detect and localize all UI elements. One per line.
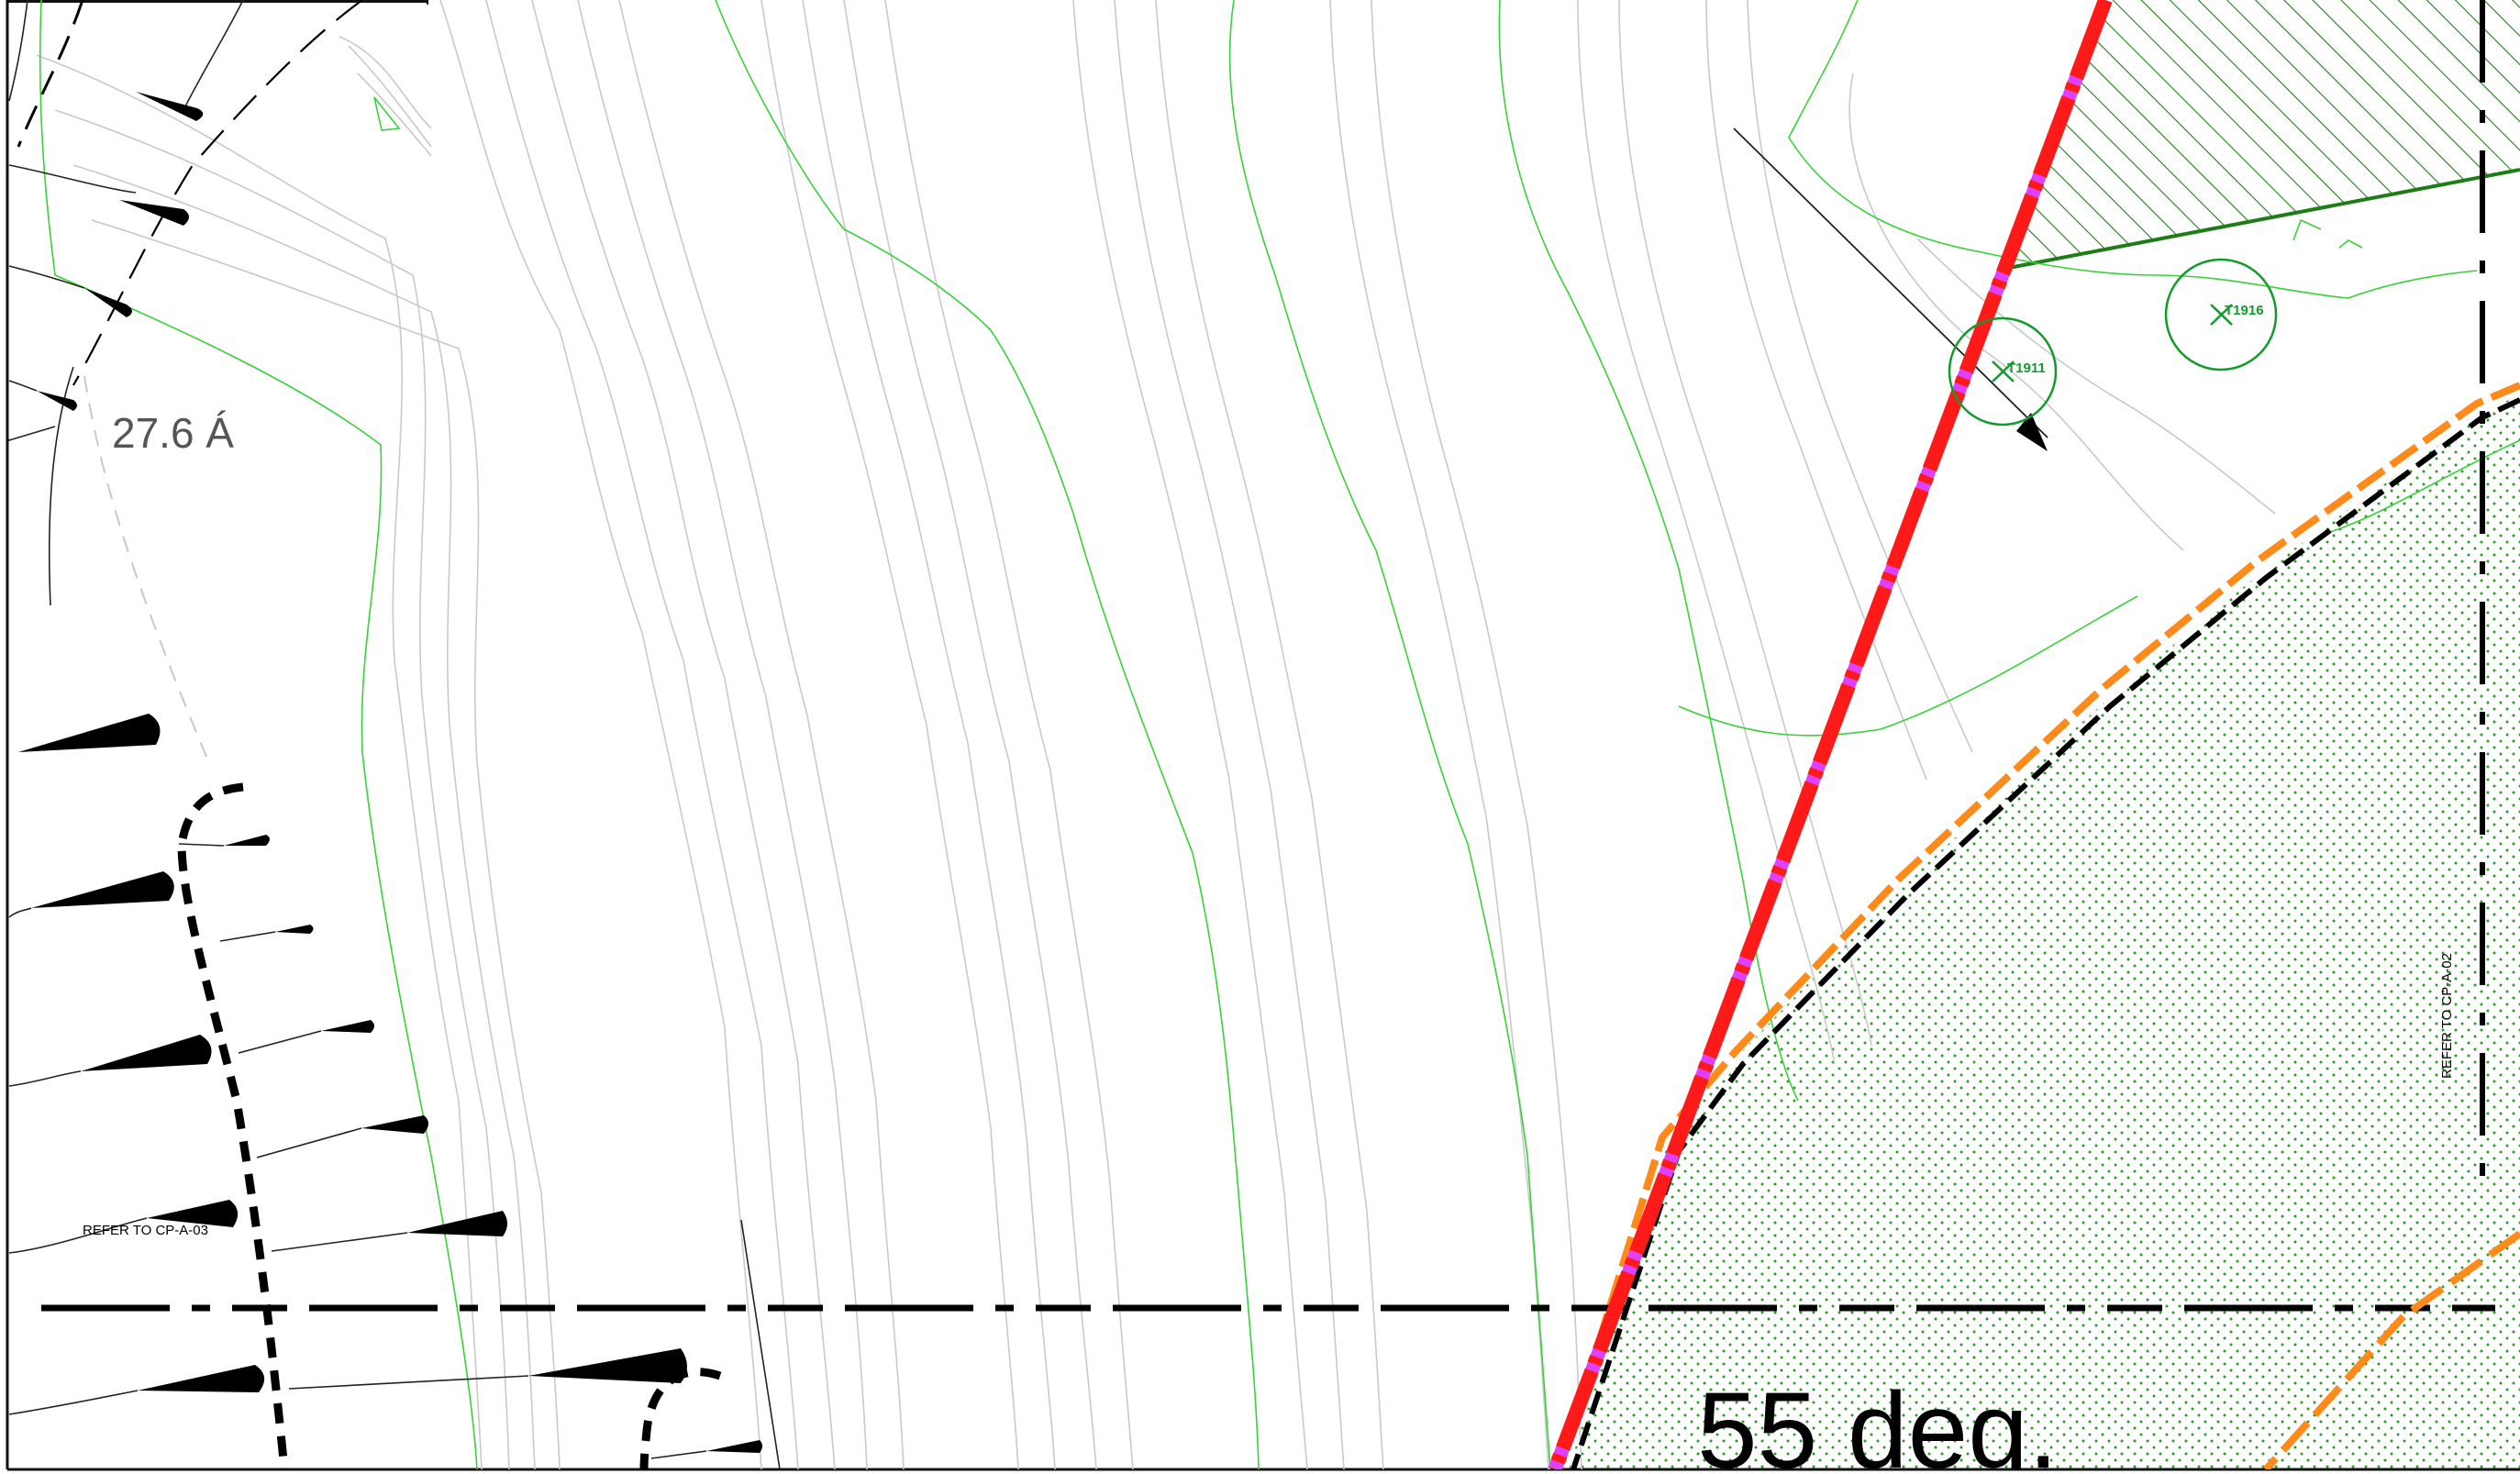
tree-symbol-icon (2164, 258, 2278, 371)
hatched-area[interactable] (2009, 0, 2520, 268)
slope-wedge-icon (275, 925, 314, 934)
slope-wedge-icon (84, 288, 132, 317)
black-dashed-curves (17, 0, 722, 1469)
slope-wedge-icon (528, 1348, 687, 1383)
tree-t1916[interactable]: T1916 (2164, 258, 2278, 371)
slope-wedge-icon (321, 1020, 374, 1033)
landscape-edge-black (1571, 397, 2520, 1469)
slope-wedge-icon (136, 92, 204, 121)
stippled-area[interactable] (1569, 394, 2520, 1469)
linework (7, 0, 2048, 1469)
slope-wedge-icon (407, 1211, 507, 1236)
slope-wedge-icon (361, 1115, 428, 1134)
minor-contours (36, 0, 2276, 1469)
tree-id-label: T1911 (2007, 360, 2046, 376)
north-arrow-icon (2016, 413, 2048, 451)
sheet-ref-label: REFER TO CP-A-03 (83, 1223, 208, 1238)
slope-wedge-icon (138, 1365, 265, 1392)
slope-wedges (18, 92, 762, 1453)
slope-wedge-icon (147, 1200, 239, 1227)
slope-wedge-icon (37, 391, 77, 411)
slope-angle-label: 55 deg. (1697, 1370, 2059, 1474)
tree-t1911[interactable]: T1911 (1948, 316, 2058, 427)
site-boundary-red-dash (1548, 0, 2113, 1469)
slope-wedge-icon (706, 1440, 762, 1453)
slope-wedge-icon (119, 200, 189, 226)
landscape-edge-orange (1556, 382, 2520, 1469)
slope-wedge-icon (18, 714, 161, 752)
slope-wedge-icon (81, 1035, 212, 1071)
elevation-label: 27.6 Á (112, 409, 234, 457)
slope-tails (8, 164, 707, 1459)
slope-wedge-icon (224, 835, 270, 846)
slope-wedge-icon (31, 871, 174, 908)
tree-symbol-icon (1948, 316, 2058, 427)
sheet-ref-label: REFER TO CP-A-02 (2439, 953, 2455, 1079)
tree-id-label: T1916 (2225, 303, 2264, 318)
